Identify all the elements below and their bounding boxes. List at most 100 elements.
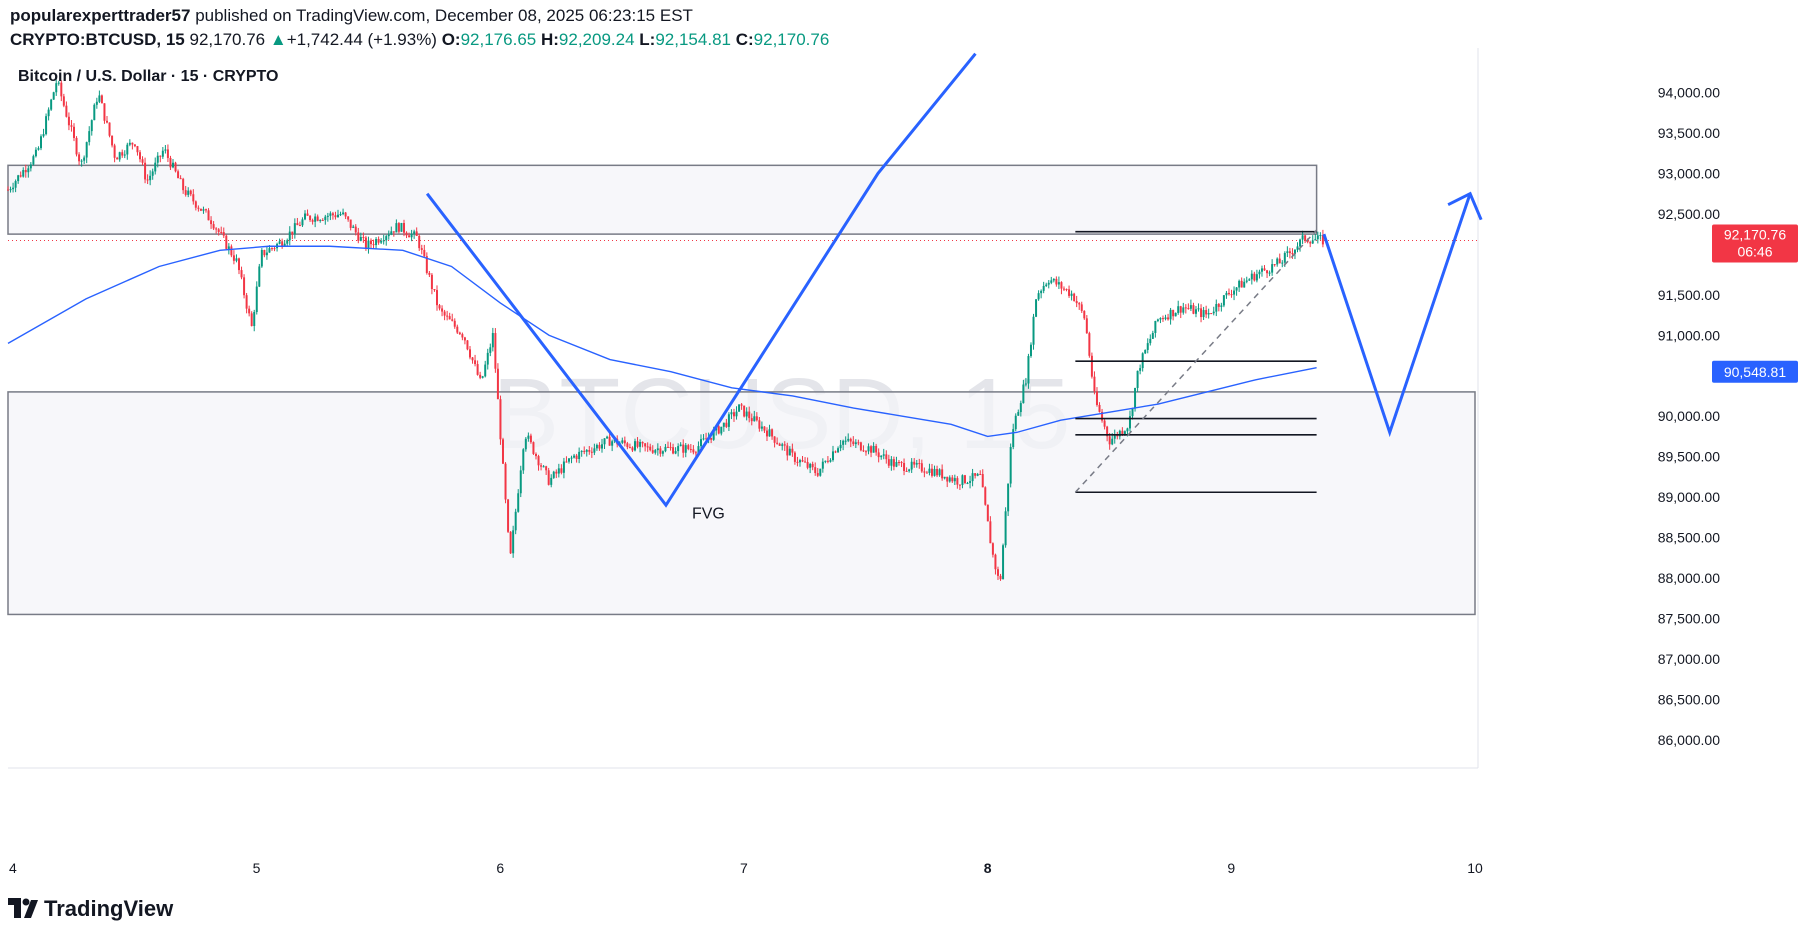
candle-body xyxy=(527,435,530,439)
candle-body xyxy=(524,438,527,450)
candle-body xyxy=(743,405,746,417)
candle-body xyxy=(1266,270,1269,274)
candle-body xyxy=(311,220,314,222)
candle-body xyxy=(738,404,741,412)
candle-body xyxy=(90,120,93,132)
candle-body xyxy=(344,212,347,217)
candle-body xyxy=(946,476,949,482)
y-tick-label: 87,500.00 xyxy=(1658,610,1720,626)
candle-body xyxy=(250,313,253,327)
candle-body xyxy=(702,438,705,440)
candle-body xyxy=(913,461,916,465)
candle-body xyxy=(809,463,812,468)
candle-body xyxy=(50,99,53,110)
candle-body xyxy=(1233,290,1236,295)
open-label: O: xyxy=(441,30,461,49)
candle-body xyxy=(943,476,946,479)
low-value: 92,154.81 xyxy=(655,30,731,49)
candle-body xyxy=(367,240,370,249)
candle-body xyxy=(895,462,898,467)
candle-body xyxy=(496,368,499,400)
candle-body xyxy=(474,360,477,365)
candle-body xyxy=(918,463,921,465)
candle-body xyxy=(362,236,365,238)
candle-body xyxy=(169,157,172,168)
candle-body xyxy=(1065,288,1068,290)
candle-body xyxy=(925,472,928,474)
candle-body xyxy=(430,274,433,290)
author-name[interactable]: popularexperttrader57 xyxy=(10,6,191,25)
candle-body xyxy=(372,244,375,246)
candle-body xyxy=(588,450,591,452)
candle-body xyxy=(296,223,299,226)
candle-body xyxy=(410,233,413,238)
symbol-info-bar: CRYPTO:BTCUSD, 15 92,170.76 ▲+1,742.44 (… xyxy=(10,30,829,50)
candle-body xyxy=(171,162,174,168)
candle-body xyxy=(636,441,639,447)
high-label: H: xyxy=(540,30,559,49)
candle-body xyxy=(1217,304,1220,307)
candle-body xyxy=(1197,308,1200,310)
candle-body xyxy=(494,333,497,369)
candle-body xyxy=(116,157,119,160)
candle-body xyxy=(220,232,223,234)
candle-body xyxy=(174,162,177,172)
candle-body xyxy=(1052,278,1055,281)
candle-body xyxy=(958,484,961,486)
candle-body xyxy=(235,258,238,261)
candle-body xyxy=(519,470,522,494)
candle-body xyxy=(62,96,65,106)
candle-body xyxy=(837,448,840,453)
x-tick-label: 7 xyxy=(740,860,748,876)
candle-body xyxy=(1316,235,1319,240)
candle-body xyxy=(1019,403,1022,413)
publish-info: popularexperttrader57 published on Tradi… xyxy=(10,6,693,26)
candle-body xyxy=(1253,273,1256,281)
footer-brand: TradingView xyxy=(44,896,174,921)
y-tick-label: 93,500.00 xyxy=(1658,125,1720,141)
candle-body xyxy=(423,249,426,257)
candle-body xyxy=(1014,415,1017,430)
candle-body xyxy=(1189,305,1192,309)
dashed-trendline xyxy=(1074,229,1318,493)
low-label: L: xyxy=(639,30,656,49)
candle-body xyxy=(1192,305,1195,314)
candle-body xyxy=(1200,308,1203,318)
y-tick-label: 91,500.00 xyxy=(1658,287,1720,303)
moving-average-line xyxy=(7,245,1317,438)
candle-body xyxy=(93,104,96,121)
candle-body xyxy=(552,471,555,478)
candle-body xyxy=(418,235,421,249)
candle-body xyxy=(540,465,543,467)
candle-body xyxy=(578,451,581,459)
candle-body xyxy=(78,154,81,162)
candle-body xyxy=(382,240,385,242)
candle-body xyxy=(712,430,715,440)
candle-body xyxy=(258,266,261,287)
candle-body xyxy=(557,468,560,474)
candle-body xyxy=(816,473,819,476)
candle-body xyxy=(1083,310,1086,319)
candle-body xyxy=(1169,309,1172,320)
price-label-value: 92,170.76 xyxy=(1724,227,1786,243)
candle-body xyxy=(570,457,573,459)
candle-body xyxy=(897,462,900,464)
candle-body xyxy=(32,156,35,165)
candle-body xyxy=(194,201,197,208)
candle-body xyxy=(336,214,339,218)
candle-body xyxy=(202,209,205,211)
candle-body xyxy=(598,444,601,449)
price-change: +1,742.44 (+1.93%) xyxy=(286,30,437,49)
candle-body xyxy=(270,248,273,250)
published-text: published on TradingView.com, December 0… xyxy=(195,6,693,25)
symbol-label[interactable]: CRYPTO:BTCUSD, 15 xyxy=(10,30,185,49)
candle-body xyxy=(463,337,466,341)
candle-body xyxy=(1187,308,1190,310)
candle-body xyxy=(1210,313,1213,315)
candle-body xyxy=(67,116,70,126)
candle-body xyxy=(192,194,195,202)
candle-body xyxy=(456,326,459,333)
candle-body xyxy=(1080,304,1083,311)
candle-body xyxy=(37,148,40,150)
